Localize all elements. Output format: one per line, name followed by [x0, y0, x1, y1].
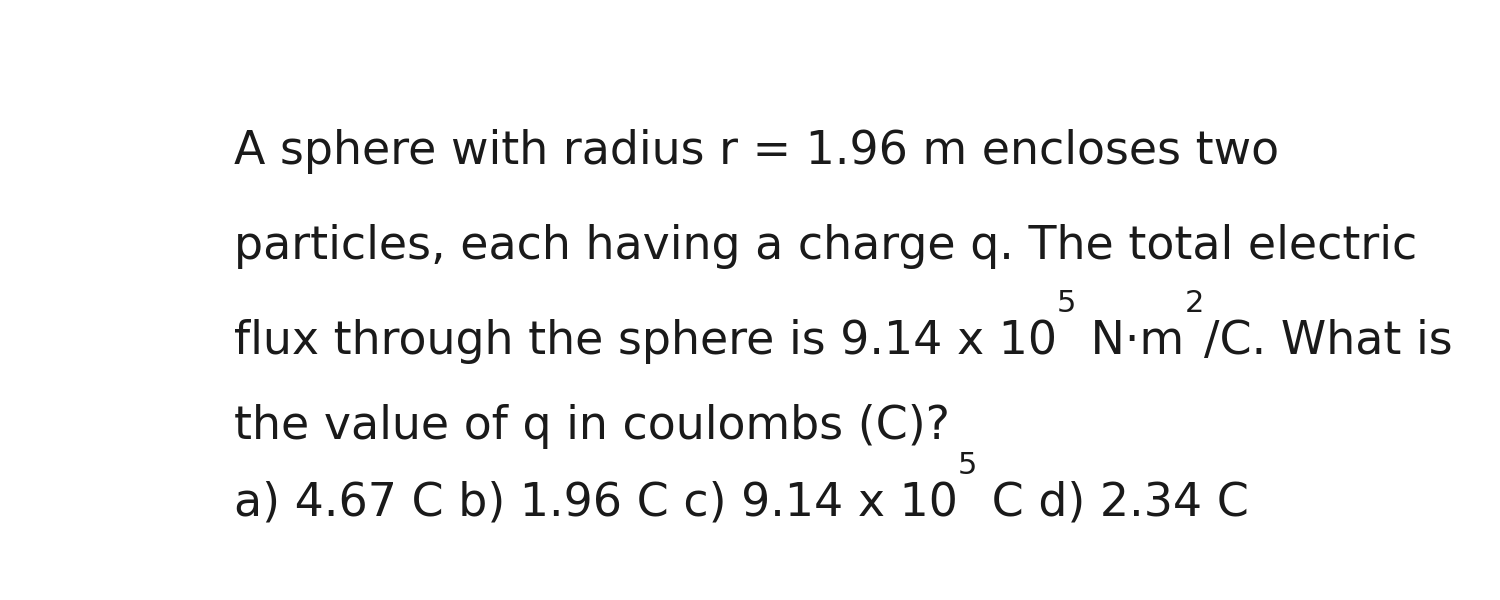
- Text: A sphere with radius r = 1.96 m encloses two: A sphere with radius r = 1.96 m encloses…: [234, 130, 1280, 175]
- Text: /C. What is: /C. What is: [1204, 319, 1452, 364]
- Text: flux through the sphere is 9.14 x 10: flux through the sphere is 9.14 x 10: [234, 319, 1058, 364]
- Text: the value of q in coulombs (C)?: the value of q in coulombs (C)?: [234, 404, 950, 449]
- Text: particles, each having a charge q. The total electric: particles, each having a charge q. The t…: [234, 224, 1417, 269]
- Text: 2: 2: [1185, 289, 1204, 318]
- Text: 5: 5: [958, 451, 978, 480]
- Text: a) 4.67 C b) 1.96 C c) 9.14 x 10: a) 4.67 C b) 1.96 C c) 9.14 x 10: [234, 481, 958, 526]
- Text: 5: 5: [1058, 289, 1077, 318]
- Text: N·m: N·m: [1077, 319, 1185, 364]
- Text: C d) 2.34 C: C d) 2.34 C: [978, 481, 1250, 526]
